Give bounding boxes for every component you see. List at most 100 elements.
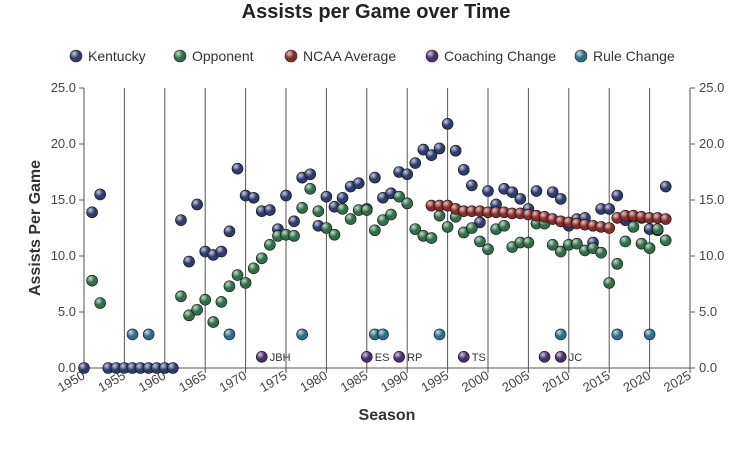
- data-point: [409, 223, 422, 235]
- data-point: [433, 328, 446, 341]
- legend-marker: [69, 49, 83, 63]
- legend-label: Opponent: [192, 48, 254, 64]
- y-tick-label-right: 25.0: [699, 80, 724, 95]
- data-point: [643, 242, 656, 254]
- x-tick-label: 1980: [297, 368, 330, 395]
- data-point: [320, 222, 333, 234]
- legend-label: NCAA Average: [303, 48, 396, 64]
- data-point: [352, 177, 365, 189]
- point-label: JC: [569, 352, 583, 364]
- data-point: [223, 280, 236, 293]
- data-point: [304, 183, 317, 195]
- y-tick-label-right: 5.0: [699, 304, 717, 319]
- data-point: [288, 230, 300, 242]
- x-tick-label: 2020: [621, 368, 654, 395]
- data-point: [595, 246, 607, 259]
- data-point: [328, 228, 341, 241]
- data-point: [255, 252, 268, 265]
- data-point: [643, 328, 656, 341]
- data-point: [126, 328, 139, 341]
- legend-item: Kentucky: [69, 48, 146, 64]
- data-point: [385, 208, 397, 221]
- data-point: [538, 350, 551, 363]
- x-tick-label: 2010: [540, 368, 573, 395]
- legend-item: Opponent: [173, 48, 254, 64]
- data-point: [409, 157, 422, 169]
- data-point: [603, 222, 616, 234]
- data-point: [78, 362, 90, 374]
- data-point: [167, 362, 179, 374]
- data-point: [417, 143, 430, 156]
- data-point: [312, 205, 325, 217]
- data-point: [546, 186, 559, 198]
- data-point: [433, 209, 446, 222]
- legend-marker: [284, 49, 298, 63]
- data-point: [288, 215, 300, 228]
- point-label: ES: [375, 352, 390, 364]
- x-tick-label: 2000: [459, 368, 492, 395]
- data-point: [336, 203, 349, 215]
- data-point: [94, 297, 106, 309]
- data-point: [296, 328, 308, 341]
- series: [126, 328, 656, 341]
- data-point: [441, 118, 454, 130]
- data-point: [611, 328, 624, 341]
- data-point: [377, 214, 389, 226]
- data-point: [619, 235, 632, 248]
- data-point: [175, 290, 187, 303]
- data-point: [247, 262, 260, 275]
- data-point: [223, 328, 236, 341]
- data-point: [554, 193, 567, 205]
- data-point: [296, 202, 308, 214]
- legend-label: Coaching Change: [444, 48, 556, 64]
- data-point: [659, 180, 672, 193]
- data-point: [425, 149, 438, 161]
- legend-item: Coaching Change: [425, 48, 556, 64]
- legend-marker: [173, 49, 187, 63]
- data-point: [183, 255, 195, 268]
- data-point: [457, 350, 470, 363]
- data-point: [611, 258, 624, 270]
- y-axis-label: Assists Per Game: [27, 160, 44, 296]
- legend-label: Rule Change: [593, 48, 675, 64]
- y-tick-label-left: 0.0: [58, 360, 76, 375]
- data-point: [344, 213, 357, 225]
- data-point: [304, 168, 317, 181]
- data-point: [546, 239, 559, 251]
- data-point: [441, 221, 454, 233]
- data-point: [86, 206, 98, 219]
- data-point: [264, 204, 276, 216]
- data-point: [191, 198, 203, 211]
- data-point: [651, 223, 664, 235]
- data-point: [554, 350, 567, 363]
- series: [86, 183, 672, 328]
- data-point: [94, 188, 106, 201]
- data-point: [142, 328, 155, 341]
- y-tick-label-left: 15.0: [51, 192, 76, 207]
- data-point: [466, 222, 478, 234]
- y-tick-label-left: 20.0: [51, 136, 76, 151]
- data-point: [425, 232, 438, 244]
- y-tick-label-left: 10.0: [51, 248, 76, 263]
- x-tick-label: 2005: [499, 368, 532, 395]
- x-tick-label: 1970: [217, 368, 250, 395]
- data-point: [571, 237, 583, 250]
- data-point: [369, 171, 381, 184]
- point-label: JBH: [270, 352, 291, 364]
- series: JBH ES RP TS JC: [255, 350, 583, 364]
- x-tick-label: 1990: [378, 368, 411, 395]
- y-tick-label-right: 15.0: [699, 192, 724, 207]
- legend-item: Rule Change: [574, 48, 675, 64]
- data-point: [627, 221, 640, 233]
- x-tick-label: 2015: [580, 368, 613, 395]
- data-point: [433, 142, 446, 155]
- data-point: [231, 162, 244, 175]
- point-label: RP: [407, 352, 422, 364]
- data-point: [474, 235, 486, 248]
- y-tick-label-right: 20.0: [699, 136, 724, 151]
- data-point: [377, 328, 389, 341]
- series: [425, 199, 672, 234]
- data-point: [360, 204, 373, 216]
